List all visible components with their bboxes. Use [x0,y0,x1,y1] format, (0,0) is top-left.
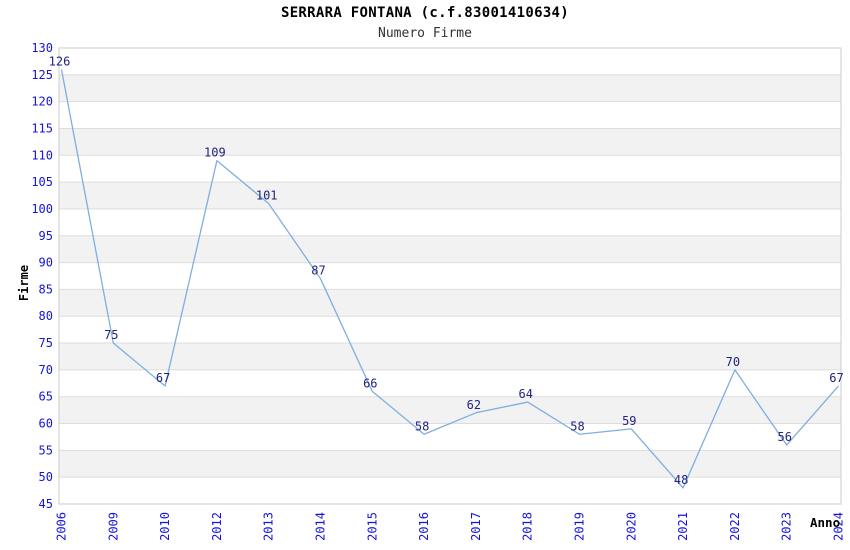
grid-band [59,289,841,317]
x-tick-label: 2024 [832,512,846,541]
data-point-label: 101 [256,189,278,203]
data-point-label: 87 [311,264,325,278]
x-tick-label: 2021 [676,512,690,541]
data-point-label: 67 [156,371,170,385]
y-tick-label: 120 [31,95,53,109]
y-tick-label: 45 [39,497,53,511]
x-tick-label: 2019 [573,512,587,541]
x-tick-label: 2014 [314,512,328,541]
data-point-label: 59 [622,414,636,428]
data-point-label: 56 [777,430,791,444]
x-tick-label: 2015 [365,512,379,541]
y-tick-label: 50 [39,470,53,484]
y-tick-label: 125 [31,68,53,82]
y-tick-label: 130 [31,41,53,55]
chart-subtitle: Numero Firme [378,26,472,41]
x-tick-label: 2012 [210,512,224,541]
y-tick-label: 55 [39,443,53,457]
y-tick-label: 80 [39,309,53,323]
y-tick-label: 105 [31,175,53,189]
x-tick-label: 2013 [262,512,276,541]
y-tick-label: 65 [39,390,53,404]
data-series-line [60,69,839,489]
data-point-label: 64 [518,387,532,401]
y-tick-label: 110 [31,148,53,162]
grid-band [59,235,841,263]
grid-band [59,450,841,478]
x-axis-title: Anno [810,515,841,530]
x-tick-label: 2009 [106,512,120,541]
data-point-label: 48 [674,473,688,487]
data-point-label: 58 [415,419,429,433]
data-point-label: 75 [104,328,118,342]
grid-band [59,74,841,102]
x-tick-label: 2018 [521,512,535,541]
x-tick-label: 2010 [158,512,172,541]
x-tick-label: 2006 [55,512,69,541]
data-point-label: 67 [829,371,843,385]
x-tick-label: 2020 [624,512,638,541]
data-point-label: 109 [204,146,226,160]
data-point-label: 62 [467,398,481,412]
x-tick-label: 2023 [780,512,794,541]
grid-band [59,343,841,370]
data-point-label: 58 [570,419,584,433]
chart-title: SERRARA FONTANA (c.f.83001410634) [280,5,570,21]
grid-band [59,182,841,209]
y-tick-label: 95 [39,229,53,243]
y-tick-label: 90 [39,256,53,270]
data-point-label: 66 [363,376,377,390]
data-point-label: 70 [726,355,740,369]
y-tick-label: 100 [31,202,53,216]
data-point-label: 126 [49,54,71,68]
x-tick-label: 2022 [728,512,742,541]
grid-band [59,128,841,156]
y-tick-label: 85 [39,282,53,296]
x-tick-label: 2016 [417,512,431,541]
y-tick-label: 75 [39,336,53,350]
y-tick-label: 70 [39,363,53,377]
y-tick-label: 115 [31,121,53,135]
grid-band [59,396,841,424]
y-tick-label: 60 [39,417,53,431]
x-tick-label: 2017 [469,512,483,541]
plot-border [58,47,842,505]
